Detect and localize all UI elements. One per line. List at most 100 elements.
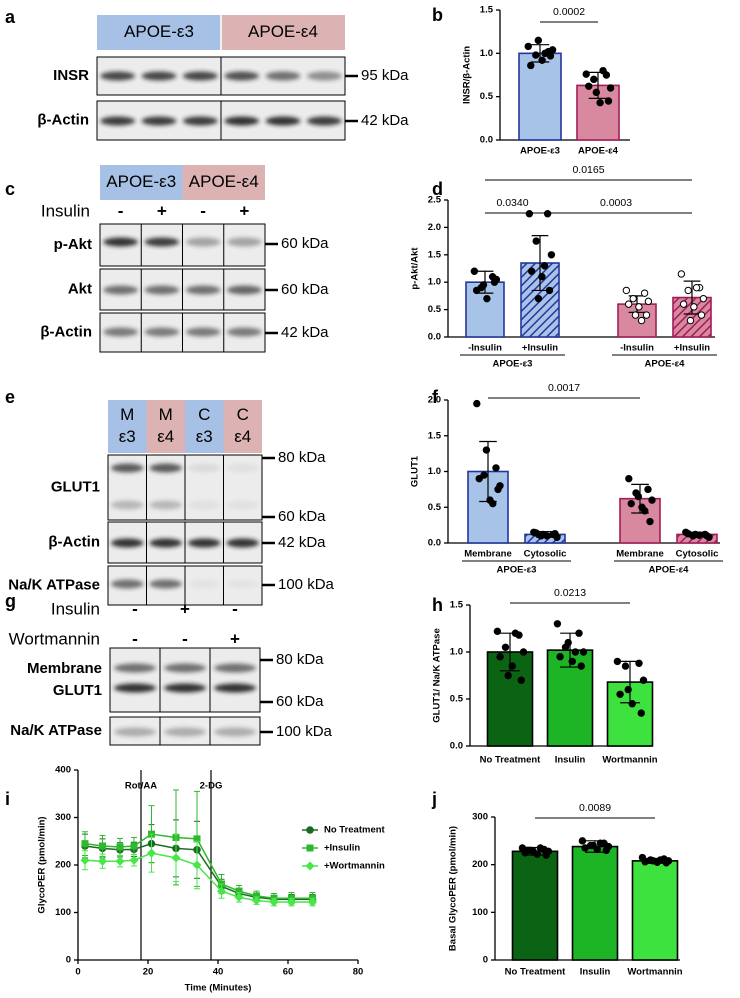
blot-band — [265, 116, 301, 126]
p-value: 0.0017 — [548, 382, 580, 394]
data-point — [625, 474, 633, 483]
error-bar — [531, 235, 549, 292]
row-label: GLUT1 — [51, 478, 100, 495]
treatment-sign: - — [132, 599, 138, 618]
data-point — [646, 517, 654, 526]
data-point — [627, 499, 635, 508]
data-point — [684, 286, 692, 295]
p-value: 0.0002 — [553, 6, 585, 18]
x-tick-label: 0 — [75, 967, 80, 978]
data-point — [613, 657, 622, 666]
data-point — [517, 676, 525, 684]
blot-band — [100, 116, 136, 126]
blot-band — [306, 116, 342, 126]
data-point — [568, 657, 576, 666]
marker — [269, 897, 279, 907]
y-tick-label: 0.5 — [450, 694, 464, 705]
blot-band — [141, 71, 177, 81]
y-tick-label: 200 — [472, 859, 488, 870]
group-header-label: APOE-ε3 — [106, 172, 176, 191]
x-tick-label: 40 — [213, 967, 224, 978]
x-tick-label: +Insulin — [522, 343, 558, 354]
data-point — [493, 627, 502, 636]
marker — [98, 856, 107, 866]
treatment-sign: + — [230, 629, 240, 648]
blot-band — [100, 71, 136, 81]
data-point — [579, 648, 588, 656]
y-tick-label: 1.0 — [450, 647, 463, 658]
data-point — [532, 529, 540, 537]
panel-label: f — [432, 387, 439, 407]
data-point — [538, 56, 546, 64]
size-marker-label: 60 kDa — [281, 235, 329, 252]
group-header-label: APOE-ε4 — [189, 172, 259, 191]
group-header — [185, 400, 224, 453]
y-axis-label: p-Akt/Akt — [410, 247, 421, 290]
blot-band — [114, 727, 156, 737]
data-point — [622, 286, 631, 295]
blot-band — [111, 538, 144, 548]
group-header-label: M — [159, 405, 173, 424]
data-point — [637, 316, 646, 325]
group-header — [100, 165, 183, 200]
size-marker-label: 42 kDa — [281, 324, 329, 341]
blot-band — [149, 463, 182, 473]
treatment-label: Insulin — [41, 201, 90, 220]
blot-band — [185, 327, 221, 337]
row-label: β-Actin — [40, 323, 92, 340]
marker — [81, 840, 89, 848]
blot-band — [144, 237, 180, 247]
legend-label: +Wortmannin — [324, 861, 385, 872]
panel-label: i — [5, 789, 10, 809]
data-point — [494, 485, 502, 494]
data-point — [553, 620, 562, 628]
data-point — [648, 496, 656, 504]
size-marker-label: 100 kDa — [278, 576, 335, 593]
blot-band — [103, 285, 138, 295]
blot-band — [111, 579, 144, 589]
row-label: β-Actin — [48, 533, 100, 550]
y-axis-label: GLUT1/ Na/K ATPase — [432, 628, 443, 723]
data-point — [524, 42, 532, 51]
data-point — [472, 286, 481, 295]
group-header-label: M — [120, 405, 134, 424]
data-point — [649, 857, 657, 865]
blot-band — [227, 285, 262, 295]
data-point — [511, 629, 520, 637]
data-point — [564, 638, 572, 647]
data-point — [524, 846, 532, 855]
size-marker-label: 100 kDa — [276, 723, 333, 740]
data-point — [624, 300, 633, 308]
group-header-label: ε4 — [234, 427, 251, 446]
group-header — [146, 400, 185, 453]
data-point — [543, 210, 552, 218]
legend-item: No Treatment — [302, 825, 386, 836]
bar — [511, 850, 559, 961]
treatment-sign: - — [132, 629, 138, 648]
data-point — [697, 311, 706, 319]
data-point — [599, 66, 607, 75]
row-label: INSR — [53, 67, 89, 84]
panel-label: g — [5, 591, 16, 611]
y-tick-label: 0.0 — [450, 741, 463, 752]
data-point — [637, 709, 645, 717]
panel-label: h — [432, 595, 443, 615]
legend-label: No Treatment — [324, 825, 386, 836]
y-tick-label: 300 — [472, 812, 488, 823]
marker — [116, 843, 124, 851]
x-tick-label: -Insulin — [468, 343, 502, 354]
marker — [287, 897, 296, 907]
blot-band — [103, 237, 138, 247]
blot-band — [226, 579, 259, 589]
size-marker-label: 60 kDa — [281, 281, 329, 298]
x-axis-label: Time (Minutes) — [185, 983, 252, 994]
y-axis-label: INSR/β-Actin — [462, 46, 473, 104]
marker — [234, 892, 244, 902]
data-point — [684, 530, 692, 538]
blot-band — [164, 683, 206, 693]
p-value: 0.0003 — [600, 197, 632, 209]
group-header — [108, 400, 147, 453]
data-point — [621, 662, 630, 670]
blot-band — [111, 463, 144, 473]
y-tick-label: 0.5 — [428, 502, 442, 513]
